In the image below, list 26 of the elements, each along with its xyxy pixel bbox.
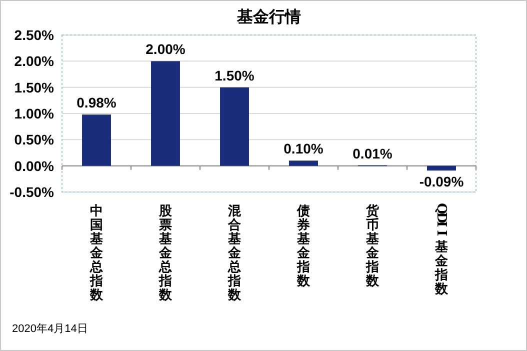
data-label: 0.98% (76, 94, 117, 111)
text: 2020年4月14日 (12, 323, 88, 335)
y-tick-label: -0.50% (10, 184, 55, 200)
bar (289, 160, 318, 166)
x-tick-label: QDII基金指数 (434, 203, 449, 297)
x-tick-label: 中国基金总指数 (89, 204, 104, 303)
x-tick-label: 货币基金指数 (365, 203, 380, 289)
data-label: -0.09% (419, 174, 464, 190)
data-label: 1.50% (214, 67, 255, 84)
y-tick-label: 0.00% (14, 158, 55, 174)
y-tick-label: 2.00% (14, 53, 55, 70)
bar (427, 166, 456, 171)
chart-title: 基金行情 (236, 7, 301, 26)
y-tick-label: 0.50% (14, 132, 55, 148)
x-tick-label: 混合基金总指数 (227, 204, 242, 303)
data-label: 0.01% (352, 145, 393, 162)
data-label: 2.00% (146, 41, 186, 58)
x-tick-label: 股票基金总指数 (158, 204, 173, 303)
y-tick-label: 1.50% (14, 79, 55, 96)
y-tick-label: 1.00% (14, 106, 55, 122)
bar (220, 87, 249, 166)
data-label: 0.10% (284, 140, 324, 157)
bar (151, 61, 180, 166)
bar (82, 114, 111, 166)
x-tick-label: 债券基金指数 (296, 204, 311, 289)
y-tick-label: 2.50% (14, 27, 55, 43)
